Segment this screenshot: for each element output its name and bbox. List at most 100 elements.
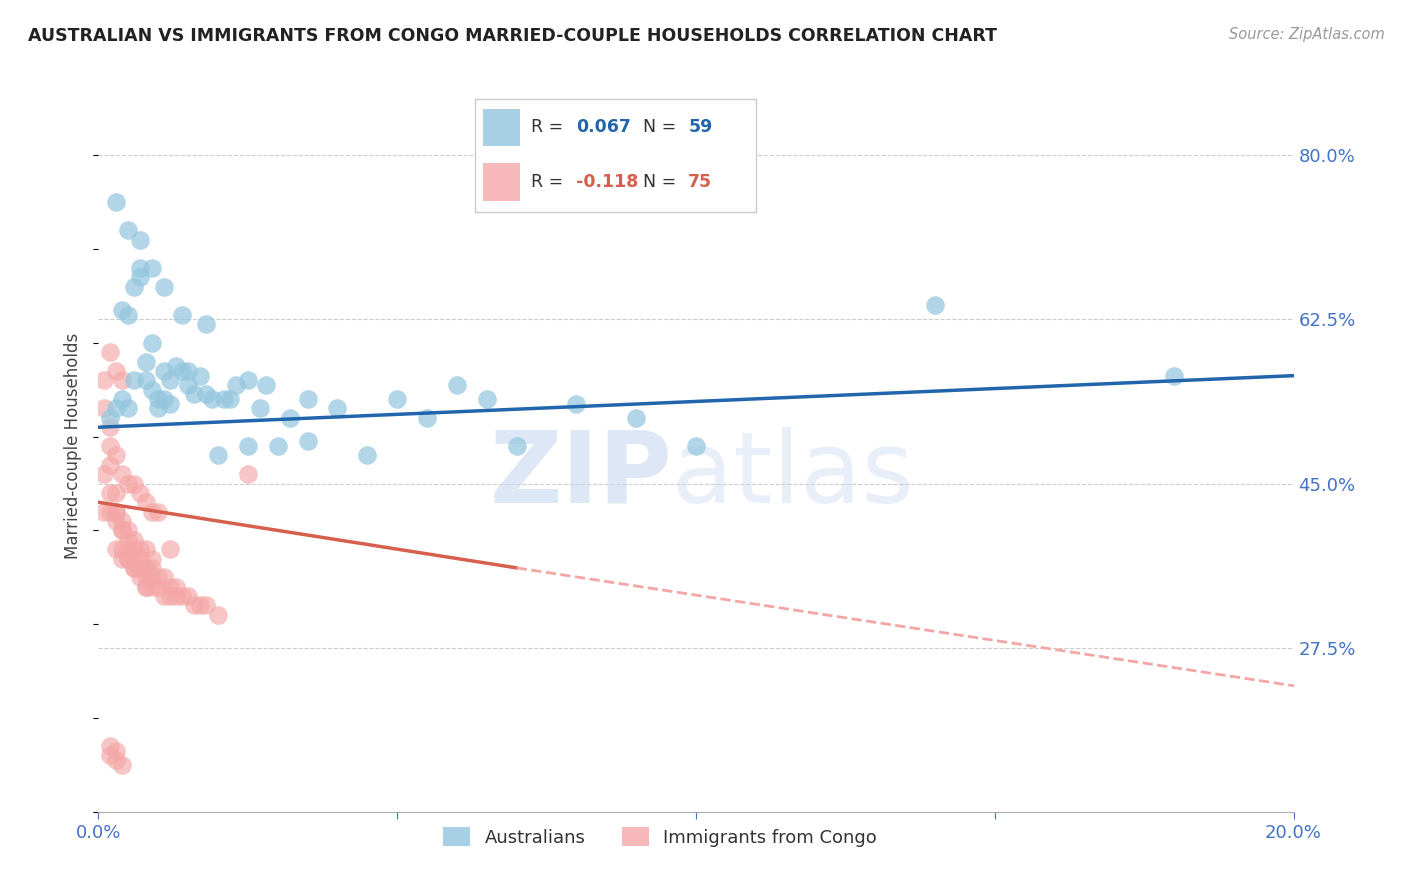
Point: [105, 486, 128, 500]
Point: [135, 373, 157, 387]
Point: [254, 378, 277, 392]
Point: [135, 570, 157, 584]
Point: [129, 270, 152, 285]
Point: [475, 392, 498, 406]
Point: [148, 570, 170, 584]
Point: [148, 401, 170, 416]
Point: [225, 378, 247, 392]
Point: [141, 335, 163, 350]
Point: [626, 410, 648, 425]
Point: [153, 570, 176, 584]
Point: [685, 439, 707, 453]
Point: [159, 397, 181, 411]
Point: [98, 458, 122, 472]
Point: [153, 279, 176, 293]
Point: [148, 505, 170, 519]
Point: [124, 373, 146, 387]
Point: [278, 410, 301, 425]
Point: [111, 542, 134, 557]
Point: [117, 551, 139, 566]
Point: [111, 514, 134, 528]
Point: [141, 580, 163, 594]
Point: [105, 401, 128, 416]
Point: [135, 495, 157, 509]
Point: [135, 580, 157, 594]
Point: [153, 364, 176, 378]
Point: [129, 551, 152, 566]
Point: [105, 744, 128, 758]
Point: [207, 449, 229, 463]
Point: [93, 373, 115, 387]
Point: [159, 373, 181, 387]
Point: [111, 551, 134, 566]
Point: [165, 580, 187, 594]
Point: [195, 317, 218, 331]
Point: [236, 439, 259, 453]
Point: [129, 260, 152, 275]
Point: [236, 467, 259, 482]
Point: [124, 279, 146, 293]
Point: [117, 524, 139, 538]
Point: [141, 551, 163, 566]
Point: [506, 439, 529, 453]
Point: [267, 439, 290, 453]
Point: [124, 542, 146, 557]
Point: [148, 580, 170, 594]
Point: [153, 589, 176, 603]
Point: [124, 533, 146, 547]
Point: [105, 364, 128, 378]
Point: [124, 476, 146, 491]
Point: [326, 401, 349, 416]
Point: [141, 561, 163, 575]
Text: atlas: atlas: [672, 426, 914, 524]
Point: [212, 392, 235, 406]
Point: [416, 410, 439, 425]
Point: [188, 599, 211, 613]
Point: [135, 580, 157, 594]
Point: [105, 505, 128, 519]
Point: [111, 524, 134, 538]
Point: [111, 373, 134, 387]
Point: [124, 551, 146, 566]
Point: [93, 401, 115, 416]
Point: [177, 364, 200, 378]
Point: [565, 397, 588, 411]
Legend: Australians, Immigrants from Congo: Australians, Immigrants from Congo: [436, 820, 884, 854]
Point: [105, 542, 128, 557]
Point: [135, 542, 157, 557]
Point: [172, 589, 194, 603]
Point: [117, 401, 139, 416]
Point: [159, 580, 181, 594]
Point: [172, 308, 194, 322]
Point: [236, 373, 259, 387]
Point: [446, 378, 468, 392]
Point: [141, 505, 163, 519]
Point: [93, 467, 115, 482]
Point: [117, 551, 139, 566]
Point: [141, 260, 163, 275]
Point: [249, 401, 271, 416]
Point: [124, 561, 146, 575]
Point: [1163, 368, 1185, 383]
Point: [129, 542, 152, 557]
Point: [98, 410, 122, 425]
Point: [117, 542, 139, 557]
Point: [98, 420, 122, 434]
Point: [385, 392, 409, 406]
Point: [98, 486, 122, 500]
Point: [165, 589, 187, 603]
Point: [159, 589, 181, 603]
Point: [924, 298, 946, 312]
Point: [201, 392, 224, 406]
Point: [111, 524, 134, 538]
Point: [117, 308, 139, 322]
Point: [177, 589, 200, 603]
Point: [129, 570, 152, 584]
Point: [188, 368, 211, 383]
Point: [195, 599, 218, 613]
Point: [93, 505, 115, 519]
Point: [105, 449, 128, 463]
Point: [98, 739, 122, 753]
Point: [124, 561, 146, 575]
Point: [141, 570, 163, 584]
